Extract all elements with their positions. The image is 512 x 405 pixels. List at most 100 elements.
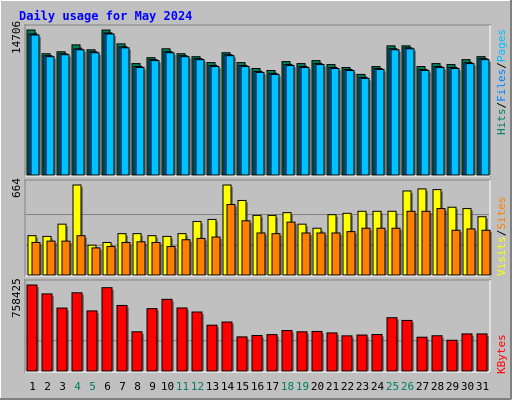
x-tick-label: 16 [251, 380, 264, 393]
x-tick-label: 26 [401, 380, 414, 393]
x-tick-label: 11 [176, 380, 189, 393]
x-tick-label: 7 [119, 380, 126, 393]
kbytes-bar [401, 319, 414, 372]
x-tick-label: 6 [104, 380, 111, 393]
pages-bar [375, 68, 386, 176]
pages-bar [210, 66, 221, 176]
pages-bar [120, 47, 131, 176]
x-tick-label: 27 [416, 380, 429, 393]
legend-entry: / [495, 230, 508, 237]
sites-bar [121, 241, 132, 276]
kbytes-bar [146, 308, 159, 372]
pages-bar [90, 52, 101, 176]
sites-bar [241, 220, 252, 276]
pages-bar [270, 73, 281, 176]
sites-bar [271, 233, 282, 276]
pages-bar [45, 56, 56, 176]
sites-bar [301, 232, 312, 276]
legend-entry: Visits [495, 236, 508, 276]
x-tick-label: 9 [149, 380, 156, 393]
x-tick-label: 21 [326, 380, 339, 393]
kbytes-bar [206, 324, 219, 372]
x-tick-label: 20 [311, 380, 324, 393]
kbytes-bar [341, 335, 354, 372]
sites-bar [361, 227, 372, 276]
x-tick-label: 2 [44, 380, 51, 393]
kbytes-bar [71, 292, 84, 372]
bottom-panel-ymax-label: 758425 [10, 278, 23, 318]
kbytes-bar [461, 333, 474, 372]
x-tick-label: 17 [266, 380, 279, 393]
pages-bar [30, 34, 41, 176]
kbytes-bar [296, 331, 309, 372]
kbytes-bar [131, 331, 144, 372]
pages-bar [330, 68, 341, 176]
x-tick-label: 15 [236, 380, 249, 393]
sites-bar [196, 237, 207, 276]
kbytes-bar [251, 335, 264, 372]
legend-entry: Hits [495, 109, 508, 136]
kbytes-bar [386, 317, 399, 372]
sites-bar [346, 231, 357, 276]
sites-bar [166, 246, 177, 276]
top-panel-ymax-label: 14706 [10, 21, 23, 54]
sites-bar [451, 229, 462, 276]
sites-bar [481, 229, 492, 276]
pages-bar [465, 63, 476, 176]
kbytes-bar [41, 293, 54, 372]
pages-bar [180, 56, 191, 176]
top-panel-legend: Hits/Files/Pages [495, 29, 508, 135]
pages-bar [135, 67, 146, 176]
kbytes-bar [446, 339, 459, 372]
pages-bar [420, 69, 431, 176]
legend-entry: / [495, 62, 508, 69]
kbytes-bar [371, 333, 384, 372]
sites-bar [256, 232, 267, 276]
x-tick-label: 23 [356, 380, 369, 393]
pages-bar [105, 33, 116, 176]
sites-bar [31, 241, 42, 276]
kbytes-bar [221, 321, 234, 372]
pages-bar [240, 66, 251, 176]
x-tick-label: 31 [476, 380, 489, 393]
sites-bar [181, 239, 192, 276]
pages-bar [255, 71, 266, 176]
pages-bar [345, 69, 356, 176]
sites-bar [331, 232, 342, 276]
sites-bar [61, 240, 72, 276]
x-tick-label: 4 [74, 380, 81, 393]
kbytes-bar [26, 284, 39, 372]
sites-bar [421, 210, 432, 276]
x-tick-label: 12 [191, 380, 204, 393]
x-tick-label: 8 [134, 380, 141, 393]
legend-entry: Files [495, 69, 508, 102]
x-tick-label: 13 [206, 380, 219, 393]
pages-bar [390, 49, 401, 176]
pages-bar [435, 67, 446, 176]
sites-bar [286, 221, 297, 276]
kbytes-bar [101, 287, 114, 372]
x-tick-label: 19 [296, 380, 309, 393]
kbytes-bar [266, 334, 279, 372]
sites-bar [376, 227, 387, 276]
middle-panel-legend: Visits/Sites [495, 197, 508, 277]
pages-bar [300, 67, 311, 176]
pages-bar [150, 60, 161, 176]
x-tick-label: 10 [161, 380, 174, 393]
x-tick-label: 14 [221, 380, 235, 393]
x-tick-label: 25 [386, 380, 399, 393]
pages-bar [285, 65, 296, 176]
sites-bar [106, 246, 117, 276]
x-tick-label: 5 [89, 380, 96, 393]
middle-panel-ymax-label: 664 [10, 178, 23, 198]
kbytes-bar [236, 336, 249, 372]
pages-bar [405, 48, 416, 176]
sites-bar [316, 232, 327, 276]
kbytes-bar [416, 336, 429, 372]
sites-bar [436, 208, 447, 276]
sites-bar [76, 235, 87, 276]
kbytes-bar [311, 330, 324, 372]
x-tick-label: 24 [371, 380, 385, 393]
legend-entry: KBytes [495, 334, 508, 374]
